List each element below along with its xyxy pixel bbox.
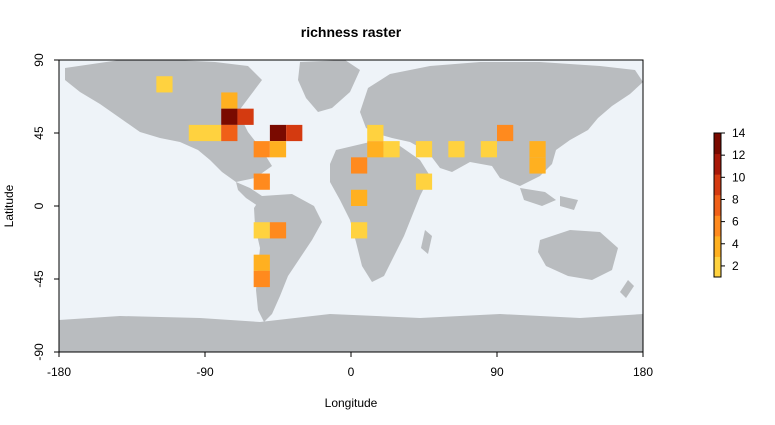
y-tick-label: 0 [32,202,46,209]
richness-cell [448,141,465,158]
x-tick-label: 0 [348,365,355,379]
richness-cell [529,141,546,158]
legend-frame [713,132,722,278]
y-axis: -90 -45 0 45 90 [32,53,60,361]
richness-cell [221,92,238,109]
richness-cell [253,254,270,271]
x-axis-label: Longitude [325,396,378,410]
richness-cell [286,124,303,142]
richness-cell [269,222,287,239]
richness-cell [497,124,514,142]
legend-tick-label: 4 [732,237,739,251]
legend-tick-label: 8 [732,192,739,206]
x-tick-label: -180 [47,365,71,379]
x-axis: -180 -90 0 90 180 [47,351,653,379]
legend-color-step [714,235,721,257]
richness-cell [367,124,384,142]
richness-cell [383,141,400,158]
y-axis-label: Latitude [2,184,16,227]
richness-cell [529,157,546,174]
legend-tick-label: 6 [732,215,739,229]
legend-tick-label: 14 [732,126,746,140]
x-tick-label: -90 [196,365,214,379]
legend-tick-label: 12 [732,148,746,162]
y-tick-label: -90 [32,343,46,361]
richness-cell [351,157,368,174]
richness-cell [253,141,270,158]
legend-color-step [714,256,721,278]
richness-cell [237,108,254,125]
richness-cell [188,124,205,142]
legend-color-step [714,174,721,196]
richness-cell [351,222,368,239]
richness-cell [221,124,238,142]
color-legend: 2 4 6 8 10 12 14 [713,126,746,278]
chart-title: richness raster [301,24,402,40]
legend-color-step [714,215,721,237]
y-tick-label: 90 [32,53,46,67]
richness-cell [351,189,368,206]
y-tick-label: -45 [32,270,46,288]
y-tick-label: 45 [32,126,46,140]
richness-cell [415,173,433,190]
richness-cell [415,141,433,158]
richness-cell [205,124,222,142]
richness-cells [156,76,546,288]
richness-cell [156,76,173,93]
x-tick-label: 180 [633,365,653,379]
richness-cell [367,141,384,158]
legend-tick-label: 2 [732,259,739,273]
legend-color-step [714,133,721,155]
legend-color-step [714,194,721,216]
richness-cell [480,141,497,158]
richness-cell [269,141,287,158]
richness-cell [269,124,287,142]
richness-cell [221,108,238,125]
x-tick-label: 90 [490,365,504,379]
land-layer [59,60,643,352]
legend-color-step [714,153,721,175]
richness-cell [253,173,270,190]
legend-tick-label: 10 [732,170,746,184]
richness-cell [253,270,270,288]
richness-cell [253,222,270,239]
